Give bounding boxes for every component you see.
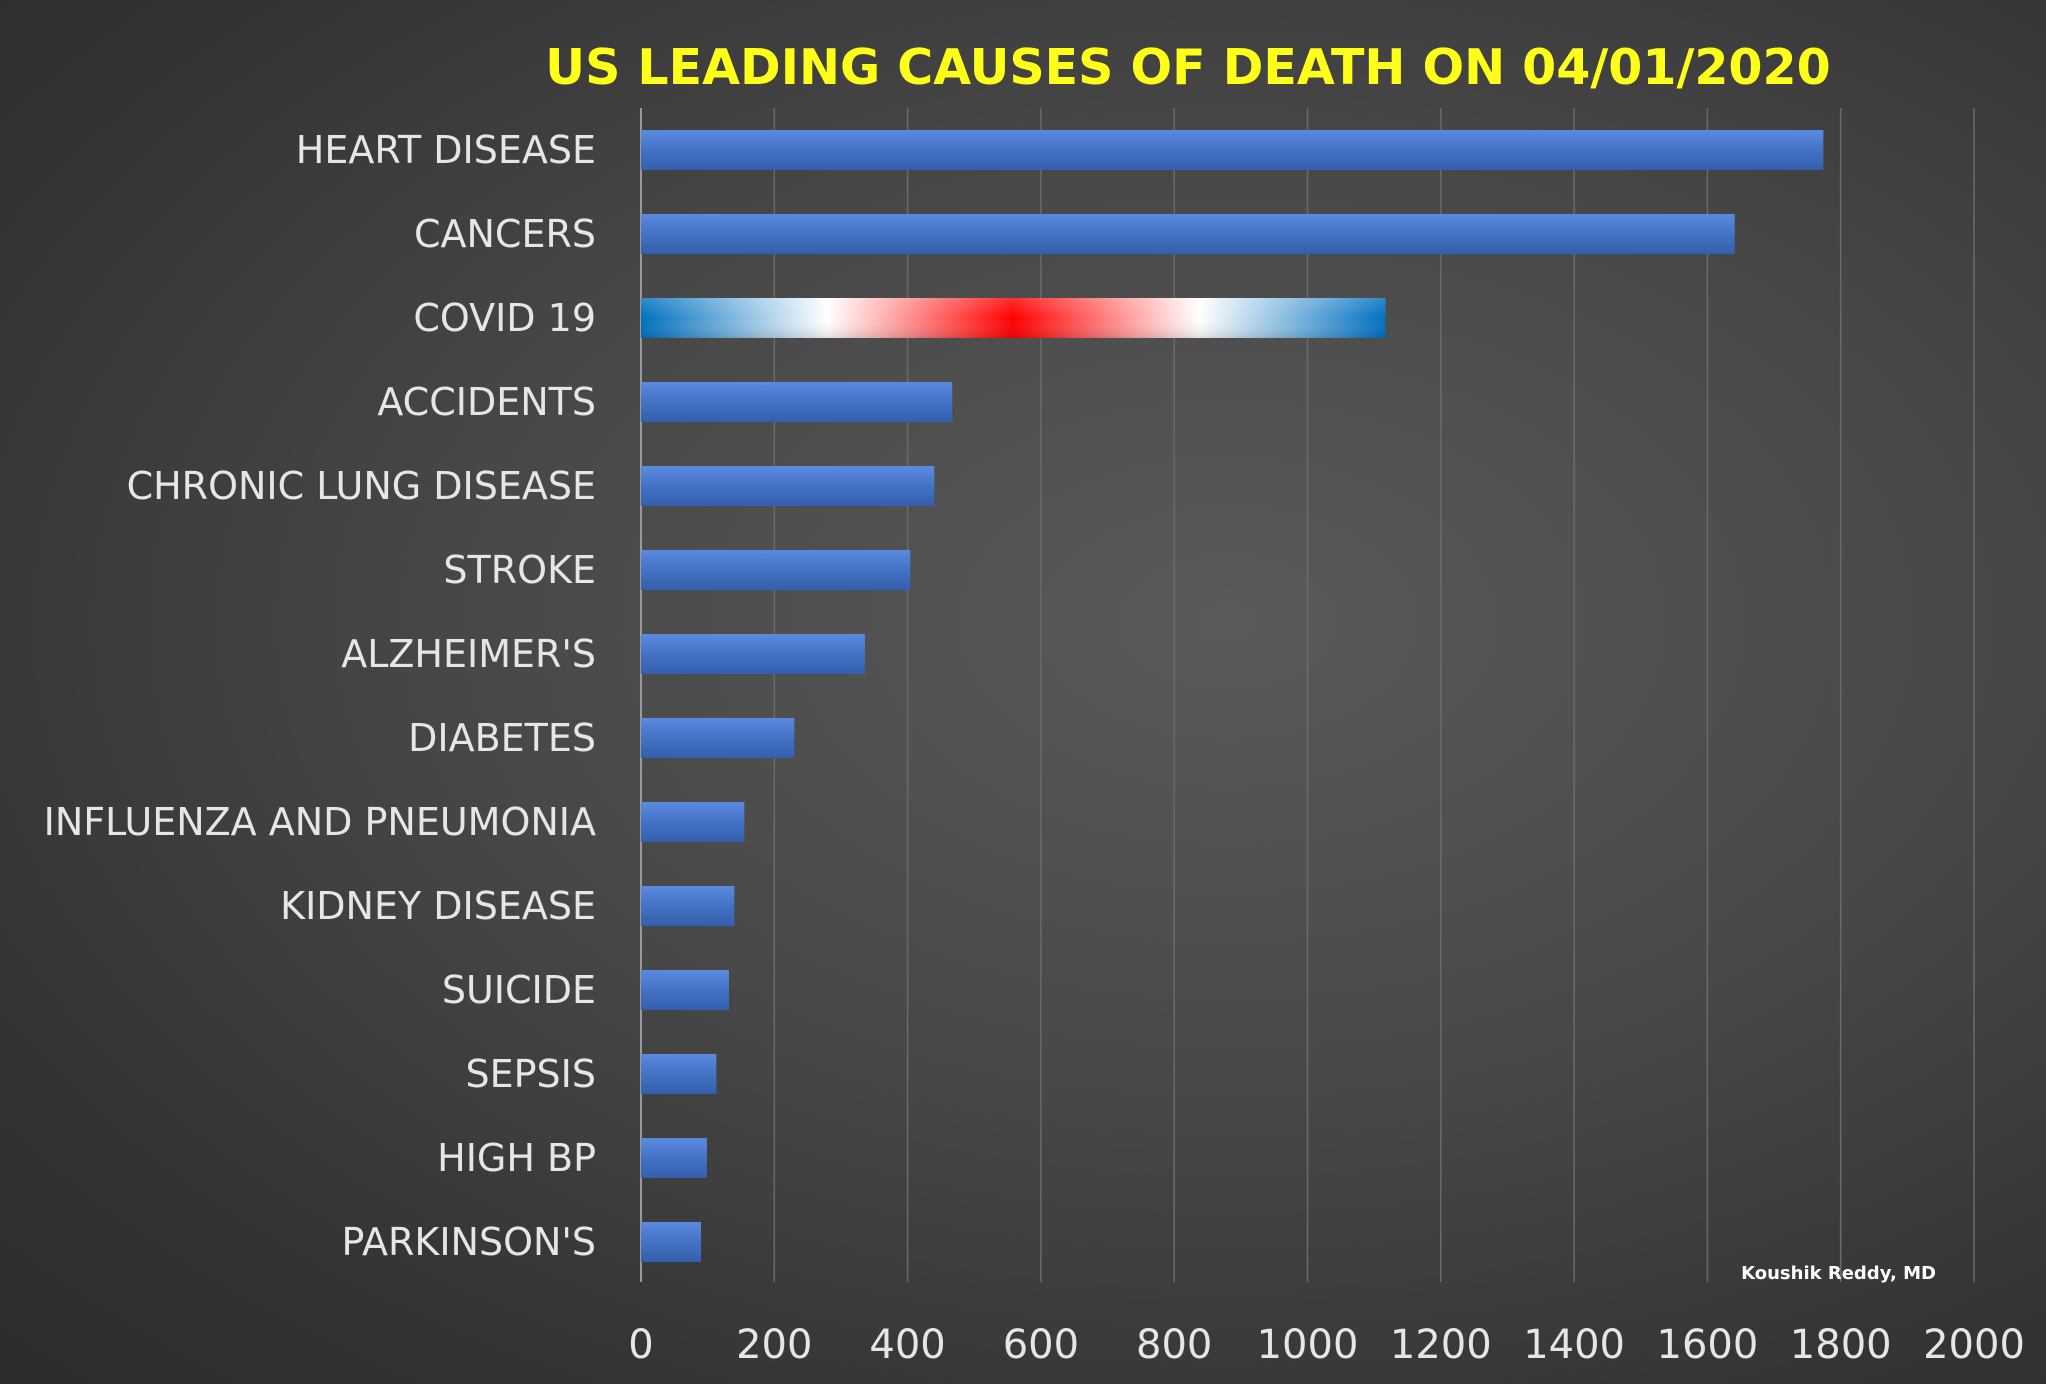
category-label: PARKINSON'S — [342, 1220, 596, 1264]
category-label: KIDNEY DISEASE — [280, 884, 596, 928]
category-label: HEART DISEASE — [296, 128, 596, 172]
category-label: INFLUENZA AND PNEUMONIA — [44, 800, 596, 844]
bar — [641, 214, 1735, 254]
bar — [641, 718, 795, 758]
x-tick-label: 200 — [736, 1322, 812, 1368]
bar — [641, 970, 729, 1010]
x-tick-label: 400 — [869, 1322, 945, 1368]
category-label: CHRONIC LUNG DISEASE — [127, 464, 596, 508]
x-tick-label: 0 — [628, 1322, 653, 1368]
x-tick-label: 1400 — [1523, 1322, 1625, 1368]
category-labels: HEART DISEASE CANCERS COVID 19 ACCIDENTS CHR… — [44, 128, 596, 1264]
category-label: DIABETES — [408, 716, 596, 760]
bar — [641, 634, 865, 674]
grid-lines — [773, 108, 1975, 1282]
bars — [641, 130, 1824, 1262]
bar — [641, 382, 953, 422]
bar — [641, 1222, 701, 1262]
category-label: COVID 19 — [413, 296, 596, 340]
x-tick-label: 800 — [1136, 1322, 1212, 1368]
category-label: ACCIDENTS — [377, 380, 596, 424]
x-tick-label: 1600 — [1657, 1322, 1759, 1368]
bar-shade — [641, 298, 1386, 338]
x-tick-label: 2000 — [1923, 1322, 2025, 1368]
category-label: ALZHEIMER'S — [341, 632, 596, 676]
x-tick-label: 600 — [1003, 1322, 1079, 1368]
bar — [641, 1054, 717, 1094]
chart-title: US LEADING CAUSES OF DEATH ON 04/01/2020 — [545, 39, 1830, 96]
bar — [641, 550, 911, 590]
category-label: STROKE — [443, 548, 596, 592]
x-tick-labels: 0 200 400 600 800 1000 1200 1400 1600 1800 2000 — [628, 1322, 2025, 1368]
category-label: CANCERS — [414, 212, 596, 256]
bar — [641, 802, 745, 842]
category-label: SUICIDE — [442, 968, 596, 1012]
x-tick-label: 1200 — [1390, 1322, 1492, 1368]
chart-credit: Koushik Reddy, MD — [1741, 1263, 1936, 1284]
bar — [641, 886, 735, 926]
bar — [641, 130, 1824, 170]
category-label: SEPSIS — [466, 1052, 597, 1096]
bar — [641, 1138, 707, 1178]
x-tick-label: 1000 — [1257, 1322, 1359, 1368]
x-tick-label: 1800 — [1790, 1322, 1892, 1368]
category-label: HIGH BP — [437, 1136, 596, 1180]
bar — [641, 466, 935, 506]
